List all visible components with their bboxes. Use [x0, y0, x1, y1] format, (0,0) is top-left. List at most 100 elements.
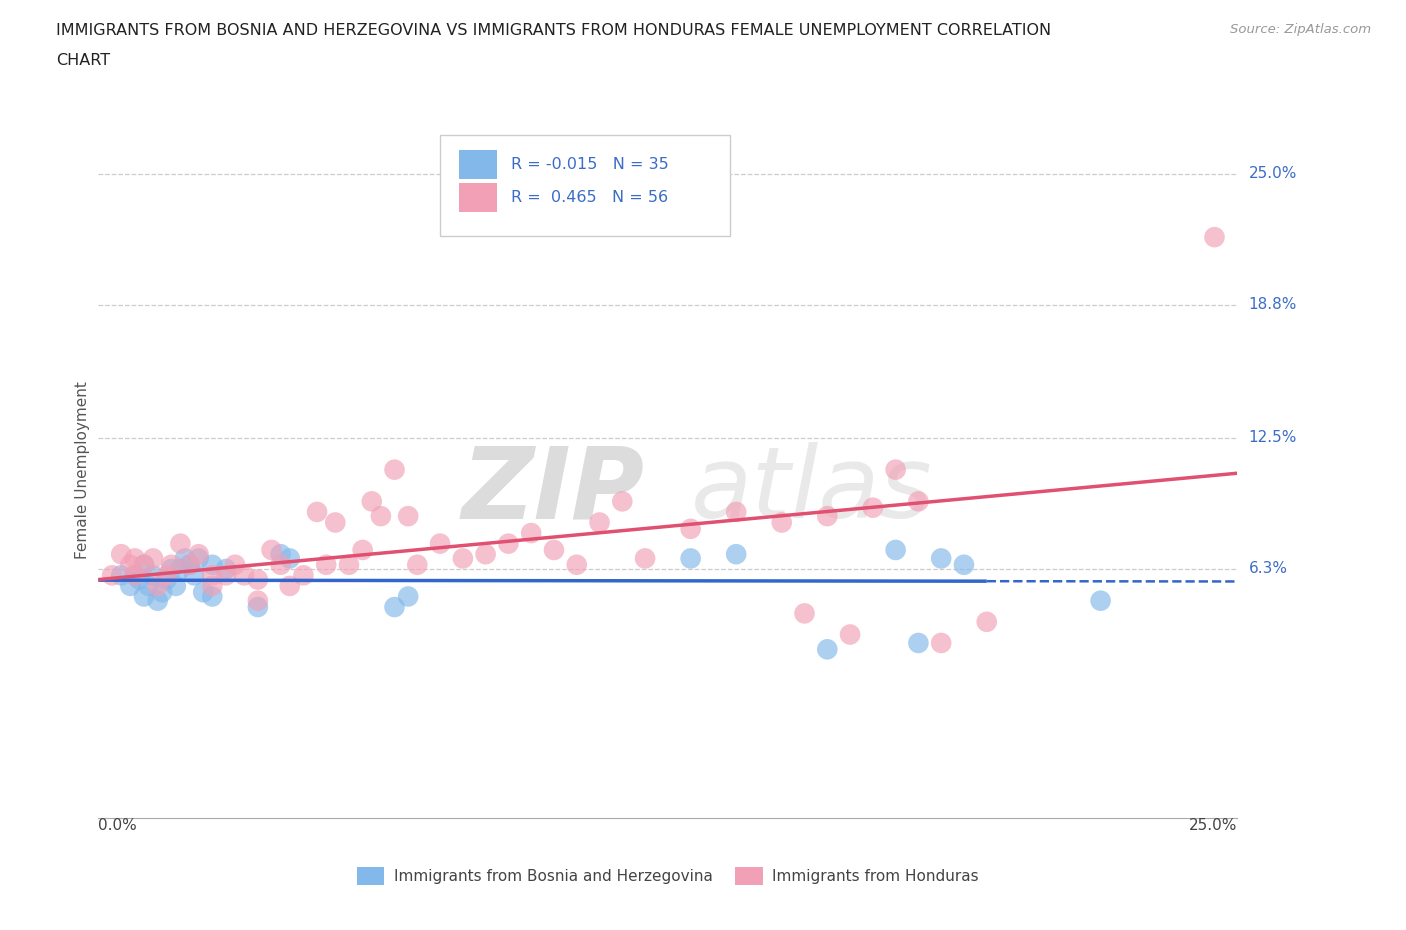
Point — [201, 589, 224, 604]
Point — [101, 568, 124, 583]
Point — [138, 578, 160, 593]
Point — [124, 551, 146, 565]
Point — [110, 568, 132, 583]
Point — [146, 578, 169, 593]
Point — [907, 635, 929, 650]
Point — [770, 515, 793, 530]
Point — [520, 525, 543, 540]
Text: 0.0%: 0.0% — [98, 818, 138, 833]
Point — [165, 578, 187, 593]
Point — [132, 557, 155, 572]
Point — [246, 572, 269, 587]
Point — [124, 568, 146, 583]
Text: CHART: CHART — [56, 53, 110, 68]
Point — [260, 542, 283, 557]
Point — [815, 509, 838, 524]
Point — [793, 606, 815, 621]
Point — [110, 547, 132, 562]
Text: R =  0.465   N = 56: R = 0.465 N = 56 — [510, 190, 668, 206]
Point — [160, 562, 183, 577]
Point — [384, 600, 406, 615]
Point — [215, 568, 238, 583]
Point — [278, 551, 301, 565]
Point — [679, 522, 702, 537]
Point — [337, 557, 360, 572]
Point — [270, 557, 292, 572]
Point — [128, 572, 150, 587]
Point — [132, 589, 155, 604]
Point — [146, 593, 169, 608]
Text: 12.5%: 12.5% — [1249, 431, 1296, 445]
Point — [396, 509, 419, 524]
Text: 25.0%: 25.0% — [1189, 818, 1237, 833]
Point — [352, 542, 374, 557]
Text: IMMIGRANTS FROM BOSNIA AND HERZEGOVINA VS IMMIGRANTS FROM HONDURAS FEMALE UNEMPL: IMMIGRANTS FROM BOSNIA AND HERZEGOVINA V… — [56, 23, 1052, 38]
Text: atlas: atlas — [690, 442, 932, 539]
Point — [156, 568, 179, 583]
Point — [246, 593, 269, 608]
Point — [193, 585, 215, 600]
Point — [179, 557, 201, 572]
Point — [246, 600, 269, 615]
Point — [384, 462, 406, 477]
Point — [543, 542, 565, 557]
Point — [201, 557, 224, 572]
Point — [187, 547, 209, 562]
Point — [201, 568, 224, 583]
Point — [120, 557, 142, 572]
Point — [396, 589, 419, 604]
Point — [565, 557, 588, 572]
Text: 18.8%: 18.8% — [1249, 298, 1296, 312]
Point — [839, 627, 862, 642]
Text: 25.0%: 25.0% — [1249, 166, 1296, 181]
Point — [725, 504, 748, 519]
Text: ZIP: ZIP — [463, 442, 645, 539]
Point — [315, 557, 337, 572]
Point — [142, 568, 165, 583]
Point — [142, 551, 165, 565]
Point — [156, 572, 179, 587]
Point — [307, 504, 329, 519]
Bar — [460, 150, 498, 179]
Point — [862, 500, 884, 515]
Point — [174, 551, 197, 565]
Point — [124, 568, 146, 583]
Point — [278, 578, 301, 593]
Point — [679, 551, 702, 565]
Point — [634, 551, 657, 565]
Point — [224, 557, 246, 572]
Point — [429, 537, 451, 551]
Point — [929, 551, 952, 565]
FancyBboxPatch shape — [440, 135, 731, 236]
Point — [169, 562, 191, 577]
Point — [169, 537, 191, 551]
Point — [884, 462, 907, 477]
Point — [588, 515, 610, 530]
Point — [929, 635, 952, 650]
Point — [187, 551, 209, 565]
Text: R = -0.015   N = 35: R = -0.015 N = 35 — [510, 157, 668, 172]
Point — [953, 557, 976, 572]
Text: 6.3%: 6.3% — [1249, 562, 1288, 577]
Bar — [460, 183, 498, 212]
Point — [815, 642, 838, 657]
Point — [406, 557, 429, 572]
Point — [1090, 593, 1112, 608]
Point — [498, 537, 520, 551]
Point — [160, 557, 183, 572]
Point — [201, 578, 224, 593]
Point — [270, 547, 292, 562]
Point — [451, 551, 474, 565]
Text: Source: ZipAtlas.com: Source: ZipAtlas.com — [1230, 23, 1371, 36]
Point — [233, 568, 256, 583]
Point — [884, 542, 907, 557]
Y-axis label: Female Unemployment: Female Unemployment — [75, 380, 90, 559]
Point — [183, 568, 205, 583]
Point — [150, 585, 173, 600]
Point — [474, 547, 496, 562]
Legend: Immigrants from Bosnia and Herzegovina, Immigrants from Honduras: Immigrants from Bosnia and Herzegovina, … — [352, 861, 984, 891]
Point — [179, 557, 201, 572]
Point — [292, 568, 315, 583]
Point — [360, 494, 382, 509]
Point — [907, 494, 929, 509]
